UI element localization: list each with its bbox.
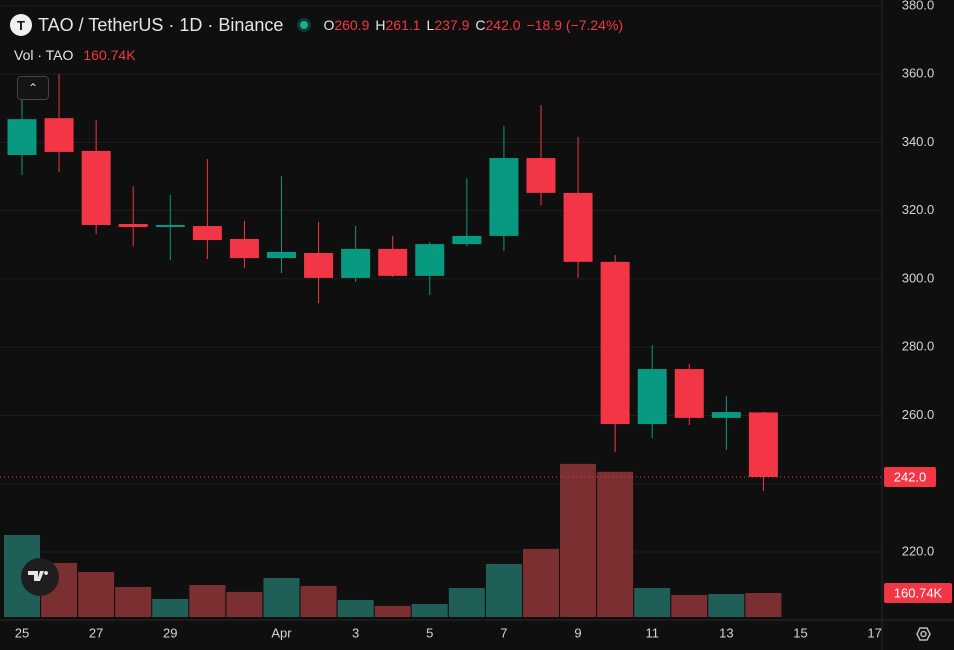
candle-body [192, 226, 222, 241]
volume-bar [78, 572, 115, 617]
volume-legend: Vol · TAO 160.74K [14, 47, 136, 63]
volume-bar [634, 588, 671, 617]
volume-bar [522, 548, 559, 617]
last-price-label: 242.0 [894, 469, 927, 484]
ohlc-key: O [323, 17, 335, 33]
volume-value: 160.74K [83, 47, 136, 63]
candle-body [304, 252, 334, 278]
candle-body [748, 412, 778, 477]
ohlc-value: 261.1 [385, 17, 421, 33]
volume-bar [448, 588, 485, 617]
candle-body [563, 192, 593, 262]
volume-bar [745, 592, 782, 617]
change: −18.9 (−7.24%) [526, 17, 624, 33]
x-tick-label: 17 [867, 625, 881, 640]
x-tick-label: 3 [352, 625, 359, 640]
settings-icon[interactable] [916, 627, 931, 641]
volume-bar [337, 599, 374, 617]
candle-body [711, 412, 741, 418]
symbol-icon: T [10, 14, 32, 36]
candle-body [266, 251, 296, 259]
y-tick-label: 380.0 [902, 0, 935, 12]
candle-body [229, 238, 259, 259]
x-tick-label: 7 [500, 625, 507, 640]
candle-body [452, 235, 482, 245]
x-tick-label: 15 [793, 625, 807, 640]
ohlc-value: 242.0 [485, 17, 521, 33]
candle-body [489, 158, 519, 236]
legend-header: T TAO / TetherUS · 1D · Binance O260.9 H2… [10, 14, 623, 36]
x-tick-label: 11 [645, 625, 659, 640]
ohlc-key: C [475, 17, 486, 33]
candle-body [415, 244, 445, 276]
volume-bar [560, 463, 597, 617]
candle-body [674, 369, 704, 418]
x-tick-label: 29 [163, 625, 177, 640]
ohlc-value: 237.9 [434, 17, 470, 33]
volume-bar [485, 563, 522, 617]
x-tick-label: 25 [15, 625, 29, 640]
volume-bar [263, 578, 300, 617]
volume-bar [708, 593, 745, 617]
candle-body [637, 369, 667, 425]
volume-bar [411, 604, 448, 617]
candle-body [526, 158, 556, 193]
candle-body [378, 248, 408, 276]
y-tick-label: 300.0 [902, 270, 935, 285]
volume-bar [152, 598, 189, 617]
candle-body [44, 118, 74, 152]
ohlc-values: O260.9 H261.1 L237.9 C242.0 [323, 17, 520, 33]
candle-body [600, 261, 630, 425]
y-tick-label: 280.0 [902, 339, 935, 354]
ohlc-key: L [426, 17, 435, 33]
x-tick-label: 9 [574, 625, 581, 640]
last-volume-label: 160.74K [894, 585, 943, 600]
candle-body [81, 150, 111, 225]
x-tick-label: 5 [426, 625, 433, 640]
x-tick-label: Apr [271, 625, 292, 640]
y-tick-label: 320.0 [902, 202, 935, 217]
y-tick-label: 340.0 [902, 134, 935, 149]
tv-logo-mark [28, 571, 49, 581]
volume-bar [226, 591, 263, 617]
candle-body [7, 119, 37, 155]
settings-hex [916, 627, 931, 641]
volume-bar [189, 585, 226, 617]
volume-bar [374, 605, 411, 617]
candle-body [155, 224, 185, 228]
ohlc-value: 260.9 [334, 17, 370, 33]
candle-body [118, 223, 148, 228]
volume-bar [671, 595, 708, 617]
settings-dot [920, 630, 927, 638]
volume-title: Vol · TAO [14, 47, 74, 63]
last-volume-tag [884, 582, 952, 603]
candle-body [341, 248, 371, 278]
tv-logo [21, 558, 59, 596]
last-price-tag [884, 466, 936, 487]
volume-bar [115, 586, 152, 617]
y-tick-label: 360.0 [902, 66, 935, 81]
y-tick-label: 260.0 [902, 407, 935, 422]
x-tick-label: 27 [89, 625, 103, 640]
collapse-button[interactable]: ⌃ [17, 76, 49, 100]
status-dot [297, 18, 312, 32]
ohlc-key: H [375, 17, 386, 33]
y-tick-label: 220.0 [902, 543, 935, 558]
volume-bar [597, 471, 634, 617]
x-tick-label: 13 [719, 625, 733, 640]
volume-bar [300, 585, 337, 617]
chart-title[interactable]: TAO / TetherUS · 1D · Binance [38, 14, 284, 35]
